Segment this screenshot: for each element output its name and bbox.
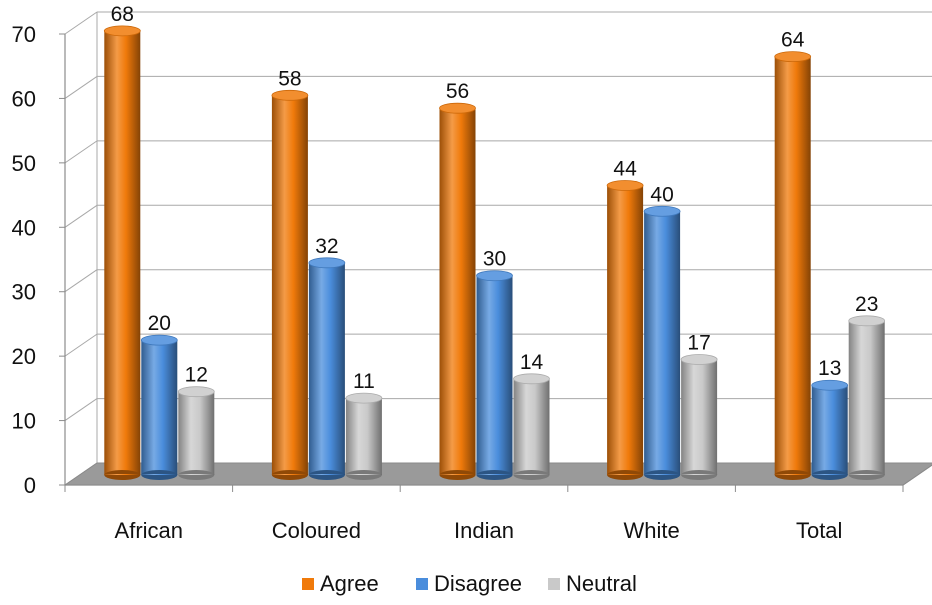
- data-label-neutral-coloured: 11: [353, 370, 375, 393]
- legend-label: Neutral: [566, 571, 637, 596]
- legend-item-disagree: Disagree: [416, 571, 522, 596]
- bar-body: [271, 95, 308, 476]
- bar-disagree-indian: [476, 270, 513, 480]
- bar-neutral-total: [848, 315, 886, 480]
- y-axis-tick-labels: 0 10 20 30 40 50 60 70: [12, 22, 36, 498]
- bar-top: [439, 102, 476, 114]
- data-label-disagree-total: 13: [818, 357, 841, 380]
- chart-data-labels: 68 20 12 58 32 11 56 30 14 44 40 17 64 13 23: [111, 3, 879, 393]
- bar-top: [513, 373, 550, 385]
- gridline: [64, 11, 98, 35]
- bar-body: [811, 385, 848, 475]
- legend-swatch: [302, 578, 314, 590]
- bar-agree-african: [103, 25, 141, 480]
- bar-top: [271, 89, 309, 101]
- y-tick-label: 70: [12, 22, 36, 47]
- x-category-label: Total: [796, 518, 842, 543]
- y-tick-label: 30: [12, 280, 36, 305]
- bar-top: [680, 354, 718, 365]
- bar-top: [103, 25, 141, 37]
- data-label-neutral-white: 17: [687, 331, 710, 354]
- gridline: [64, 333, 98, 357]
- data-label-agree-coloured: 58: [278, 67, 301, 90]
- bar-agree-indian: [439, 102, 476, 480]
- y-tick-label: 20: [12, 344, 36, 369]
- y-tick-label: 10: [12, 409, 36, 434]
- bar-body: [141, 340, 178, 475]
- y-tick-label: 50: [12, 151, 36, 176]
- bar-top: [811, 379, 849, 391]
- gridline: [64, 204, 98, 228]
- x-category-label: White: [623, 518, 679, 543]
- bar-body: [513, 378, 550, 475]
- data-label-disagree-coloured: 32: [315, 235, 338, 258]
- gridline: [64, 140, 98, 164]
- gridline: [64, 398, 98, 421]
- data-label-neutral-african: 12: [185, 364, 208, 387]
- legend-label: Agree: [320, 571, 379, 596]
- legend-item-neutral: Neutral: [548, 571, 637, 596]
- bar-body: [476, 275, 513, 475]
- x-category-label: Indian: [454, 518, 514, 543]
- bar-top: [848, 315, 886, 327]
- bar-neutral-coloured: [345, 392, 383, 480]
- bar-body: [607, 185, 644, 475]
- data-label-agree-african: 68: [111, 3, 134, 26]
- x-category-label: Coloured: [272, 518, 361, 543]
- bar-agree-white: [606, 180, 644, 480]
- bar-disagree-white: [643, 205, 681, 480]
- data-label-neutral-indian: 14: [520, 351, 544, 374]
- bar-neutral-african: [177, 386, 215, 480]
- bar-neutral-indian: [513, 373, 550, 480]
- bar-body: [308, 262, 345, 475]
- bar-body: [644, 211, 681, 476]
- bar-body: [104, 30, 141, 476]
- y-tick-label: 0: [24, 473, 36, 498]
- data-label-agree-indian: 56: [446, 80, 469, 103]
- legend-swatch: [548, 578, 560, 590]
- bar-top: [774, 51, 812, 63]
- bar-disagree-coloured: [308, 257, 346, 480]
- legend-label: Disagree: [434, 571, 522, 596]
- chart-bars: [103, 25, 886, 480]
- bar-agree-total: [774, 51, 812, 480]
- legend-item-agree: Agree: [302, 571, 379, 596]
- bar-top: [643, 205, 681, 217]
- bar-disagree-african: [140, 334, 178, 480]
- data-label-disagree-indian: 30: [483, 248, 506, 271]
- y-tick-label: 40: [12, 215, 36, 240]
- data-label-agree-white: 44: [613, 158, 637, 181]
- bar-body: [848, 320, 885, 475]
- legend-swatch: [416, 578, 428, 590]
- bar-body: [774, 56, 811, 476]
- data-label-disagree-white: 40: [650, 183, 673, 206]
- bar-top: [140, 334, 178, 346]
- bar-agree-coloured: [271, 89, 309, 480]
- data-label-neutral-total: 23: [855, 293, 878, 316]
- bar-disagree-total: [811, 379, 849, 480]
- bar-top: [177, 386, 215, 398]
- x-axis-category-labels: African Coloured Indian White Total: [115, 518, 843, 543]
- gridline: [64, 76, 98, 99]
- gridline: [64, 269, 98, 293]
- bar-top: [476, 270, 513, 282]
- data-label-agree-total: 64: [781, 29, 805, 52]
- chart-legend: Agree Disagree Neutral: [302, 571, 637, 596]
- bar-neutral-white: [680, 354, 718, 480]
- bar-body: [178, 391, 215, 475]
- bar-body: [439, 108, 476, 475]
- y-tick-label: 60: [12, 86, 36, 111]
- bar-body: [681, 359, 718, 475]
- bar-top: [308, 257, 346, 269]
- x-category-label: African: [115, 518, 183, 543]
- bar-body: [345, 398, 382, 475]
- bar-top: [345, 392, 383, 404]
- bar-top: [606, 180, 644, 191]
- data-label-disagree-african: 20: [148, 312, 171, 335]
